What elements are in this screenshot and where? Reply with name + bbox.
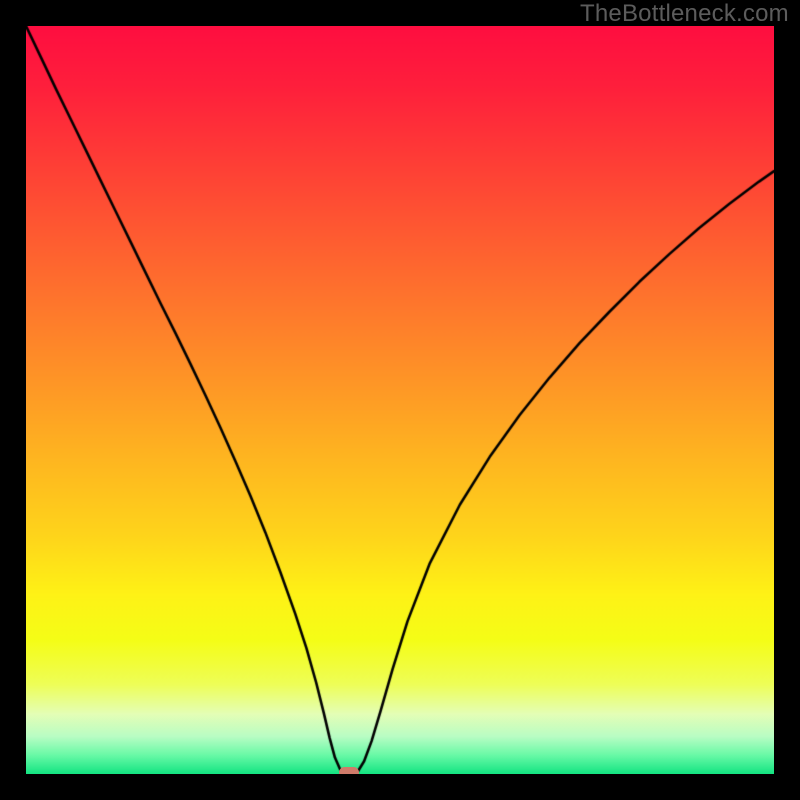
minimum-marker [339, 767, 359, 774]
chart-container: TheBottleneck.com [0, 0, 800, 800]
bottleneck-curve [26, 26, 774, 774]
watermark-label: TheBottleneck.com [580, 0, 789, 28]
plot-area [26, 26, 774, 774]
